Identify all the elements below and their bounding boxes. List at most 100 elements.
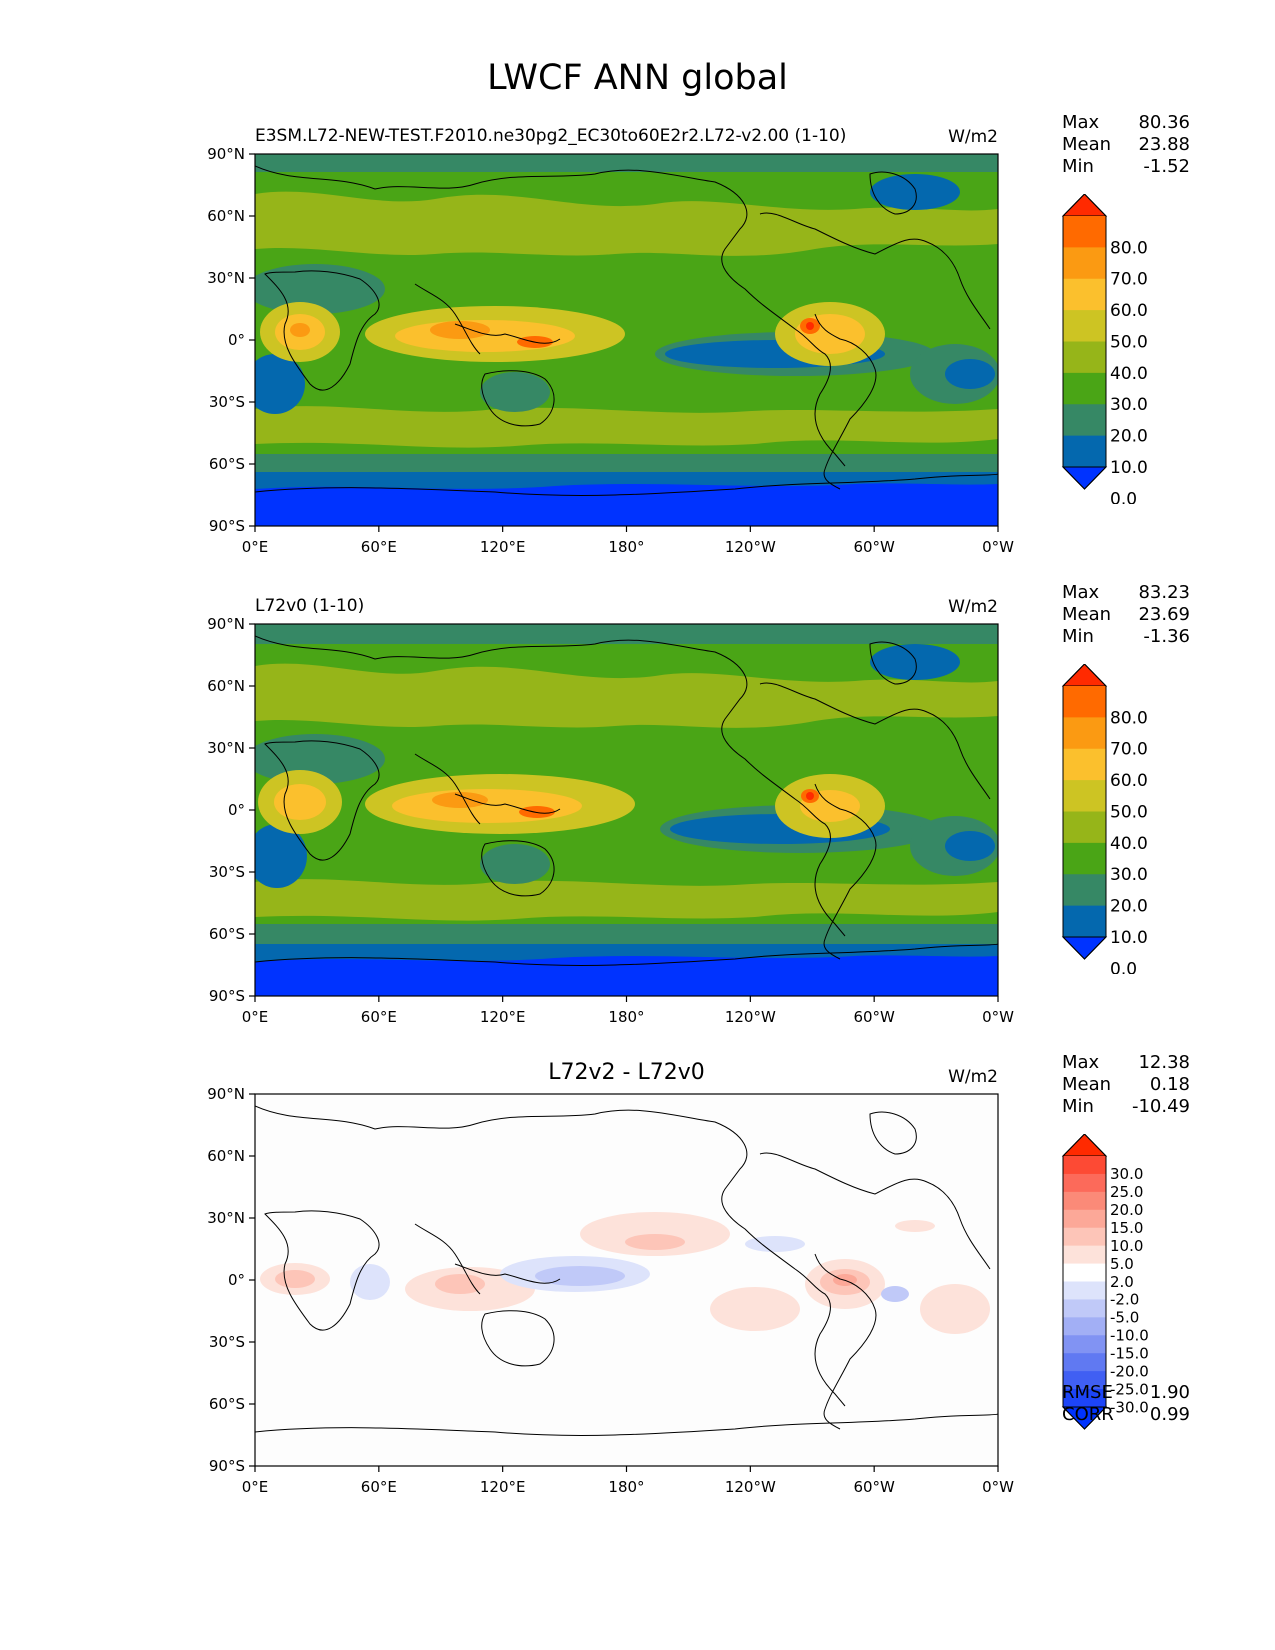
stat-mean-value: 0.18 [1149, 1074, 1190, 1095]
colorbar-level-label: 30.0 [1110, 395, 1148, 415]
y-tick-label: 90°N [207, 145, 245, 163]
colorbar-segment [1063, 372, 1106, 405]
x-tick-label: 0°W [982, 1478, 1014, 1492]
field-belt-4 [255, 879, 998, 921]
diff-region-9 [625, 1234, 685, 1250]
colorbar-level-label: 80.0 [1110, 708, 1148, 728]
colorbar-segment [1063, 1156, 1106, 1175]
colorbar-frame [1062, 194, 1107, 490]
colorbar-level-label: -5.0 [1110, 1309, 1139, 1327]
y-tick-label: 90°N [207, 615, 245, 633]
y-tick-label: 30°N [207, 739, 245, 757]
colorbar-segment [1063, 278, 1106, 311]
field-region-8 [480, 372, 550, 412]
units-label: W/m2 [948, 127, 998, 147]
colorbar-segment [1063, 811, 1106, 844]
colorbar-segment [1063, 1281, 1106, 1300]
colorbar-level-label: 20.0 [1110, 897, 1148, 917]
y-tick-label: 60°S [209, 925, 245, 943]
field-band-5 [255, 624, 998, 644]
stat-max-value: 12.38 [1138, 1052, 1190, 1073]
field-region-7 [870, 174, 960, 210]
x-tick-label: 0°E [242, 1008, 269, 1022]
y-tick-label: 60°N [207, 677, 245, 695]
field-region-11 [430, 321, 490, 339]
colorbar-extend-top [1061, 1134, 1108, 1157]
colorbar-segment [1063, 1389, 1106, 1408]
colorbar-segment [1063, 780, 1106, 812]
colorbar-segment [1063, 1209, 1106, 1229]
colorbar-1: 80.0 70.0 60.0 50.0 40.0 30.0 20.0 10.0 0.0 [1061, 194, 1148, 504]
units-label: W/m2 [948, 1067, 998, 1087]
colorbar-extend-bottom [1061, 466, 1108, 490]
colorbar-segment [1063, 1317, 1106, 1336]
x-tick-label: 120°W [725, 1008, 776, 1022]
field-band-1 [255, 154, 998, 172]
stat-max-label: Max [1062, 112, 1100, 133]
metric-corr-value: 0.99 [1149, 1404, 1190, 1425]
stat-mean-value: 23.69 [1138, 604, 1190, 625]
field-region-27 [480, 844, 550, 884]
stat-min-value: -10.49 [1131, 1096, 1190, 1117]
colorbar-segment [1063, 1173, 1106, 1193]
x-tick-label: 60°W [853, 1478, 895, 1492]
field-band-8 [255, 955, 998, 996]
y-tick-label: 90°S [209, 987, 245, 1005]
colorbar-segment [1063, 216, 1106, 248]
stat-min-label: Min [1062, 626, 1094, 647]
y-tick-label: 60°S [209, 1395, 245, 1413]
colorbar-level-label: 20.0 [1110, 427, 1148, 447]
field-region-31 [519, 806, 555, 818]
colorbar-level-label: 40.0 [1110, 834, 1148, 854]
colorbar-segment [1063, 1227, 1106, 1247]
stat-min-value: -1.52 [1143, 156, 1190, 177]
y-tick-label: 30°S [209, 393, 245, 411]
x-tick-label: 60°E [361, 538, 397, 552]
panel-title-center: L72v2 - L72v0 [548, 1060, 705, 1085]
stat-max-value: 80.36 [1138, 112, 1190, 133]
colorbar-segment [1063, 842, 1106, 875]
axis-ticks-3: 0°E 60°E 120°E 180° 120°W 60°W 0°W 90°N 60°N 30°N… [207, 1085, 1014, 1492]
y-tick-label: 30°N [207, 269, 245, 287]
field-region-15 [290, 323, 310, 337]
colorbar-level-label: 10.0 [1110, 458, 1148, 478]
stat-min-value: -1.36 [1143, 626, 1190, 647]
colorbar-segment [1063, 1371, 1106, 1390]
y-tick-label: 90°N [207, 1085, 245, 1103]
colorbar-segment [1063, 717, 1106, 750]
field-belt-2 [255, 406, 998, 448]
field-region-37 [806, 792, 814, 800]
field-region-30 [432, 792, 488, 808]
field-band-4 [255, 483, 998, 526]
colorbar-segment [1063, 1263, 1106, 1282]
map-panel-2: 0°E 60°E 120°E 180° 120°W 60°W 0°W 90°N 60°N 30°N… [207, 615, 1014, 1022]
colorbar-level-label: 30.0 [1110, 1165, 1143, 1183]
colorbar-level-label: -25.0 [1110, 1380, 1149, 1398]
stat-max-label: Max [1062, 582, 1100, 603]
field-region-29 [392, 789, 582, 823]
colorbar-level-label: -20.0 [1110, 1362, 1149, 1380]
metric-corr-label: CORR [1062, 1404, 1114, 1425]
panel-title-left: L72v0 (1-10) [255, 596, 365, 616]
colorbar-level-label: 30.0 [1110, 865, 1148, 885]
colorbar-level-label: -30.0 [1110, 1398, 1149, 1416]
colorbar-level-label: 0.0 [1110, 959, 1137, 974]
x-tick-label: 60°E [361, 1008, 397, 1022]
y-tick-label: 0° [228, 331, 245, 349]
colorbar-level-label: 20.0 [1110, 1201, 1143, 1219]
metric-rmse-label: RMSE [1062, 1382, 1113, 1403]
x-tick-label: 60°E [361, 1478, 397, 1492]
colorbar-level-label: 40.0 [1110, 364, 1148, 384]
colorbar-level-label: 15.0 [1110, 1219, 1143, 1237]
colorbar-segment [1063, 874, 1106, 907]
colorbar-segment [1063, 686, 1106, 718]
colorbar-extend-top [1061, 194, 1108, 217]
x-tick-label: 180° [608, 1478, 644, 1492]
y-tick-label: 0° [228, 801, 245, 819]
y-tick-label: 30°N [207, 1209, 245, 1227]
diff-region-10 [710, 1287, 800, 1331]
colorbar-segment [1063, 748, 1106, 781]
stat-mean-value: 23.88 [1138, 134, 1190, 155]
colorbar-level-label: -2.0 [1110, 1291, 1139, 1309]
colorbar-frame [1062, 664, 1107, 960]
